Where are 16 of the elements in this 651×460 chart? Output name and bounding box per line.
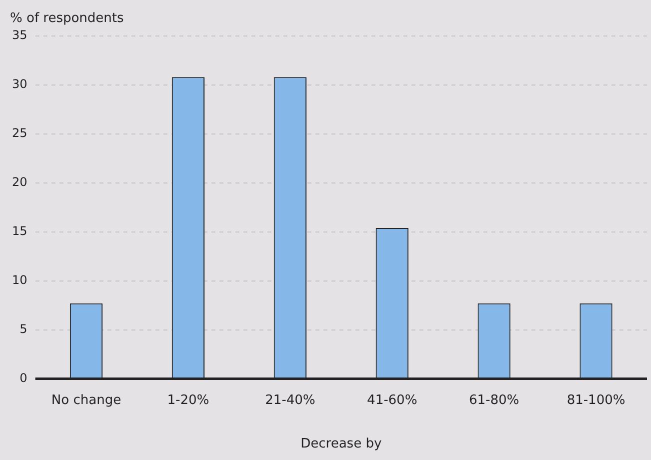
y-tick-label: 5 — [20, 322, 28, 336]
x-tick-label: 41-60% — [367, 392, 418, 408]
y-axis-title: % of respondents — [10, 10, 124, 26]
x-axis-title: Decrease by — [300, 436, 382, 452]
y-tick-label: 10 — [12, 272, 28, 287]
x-tick-label: 21-40% — [265, 392, 316, 408]
y-tick-label: 30 — [12, 77, 28, 92]
x-tick-label: 61-80% — [468, 392, 520, 408]
x-tick-label: 1-20% — [167, 392, 210, 408]
x-tick-label: No change — [51, 392, 122, 408]
y-tick-label: 0 — [20, 370, 28, 385]
y-tick-label: 35 — [12, 28, 28, 42]
y-tick-label: 20 — [12, 175, 28, 190]
y-tick-label: 15 — [12, 224, 28, 238]
y-tick-label: 25 — [12, 126, 28, 140]
x-tick-label: 81-100% — [566, 392, 626, 408]
